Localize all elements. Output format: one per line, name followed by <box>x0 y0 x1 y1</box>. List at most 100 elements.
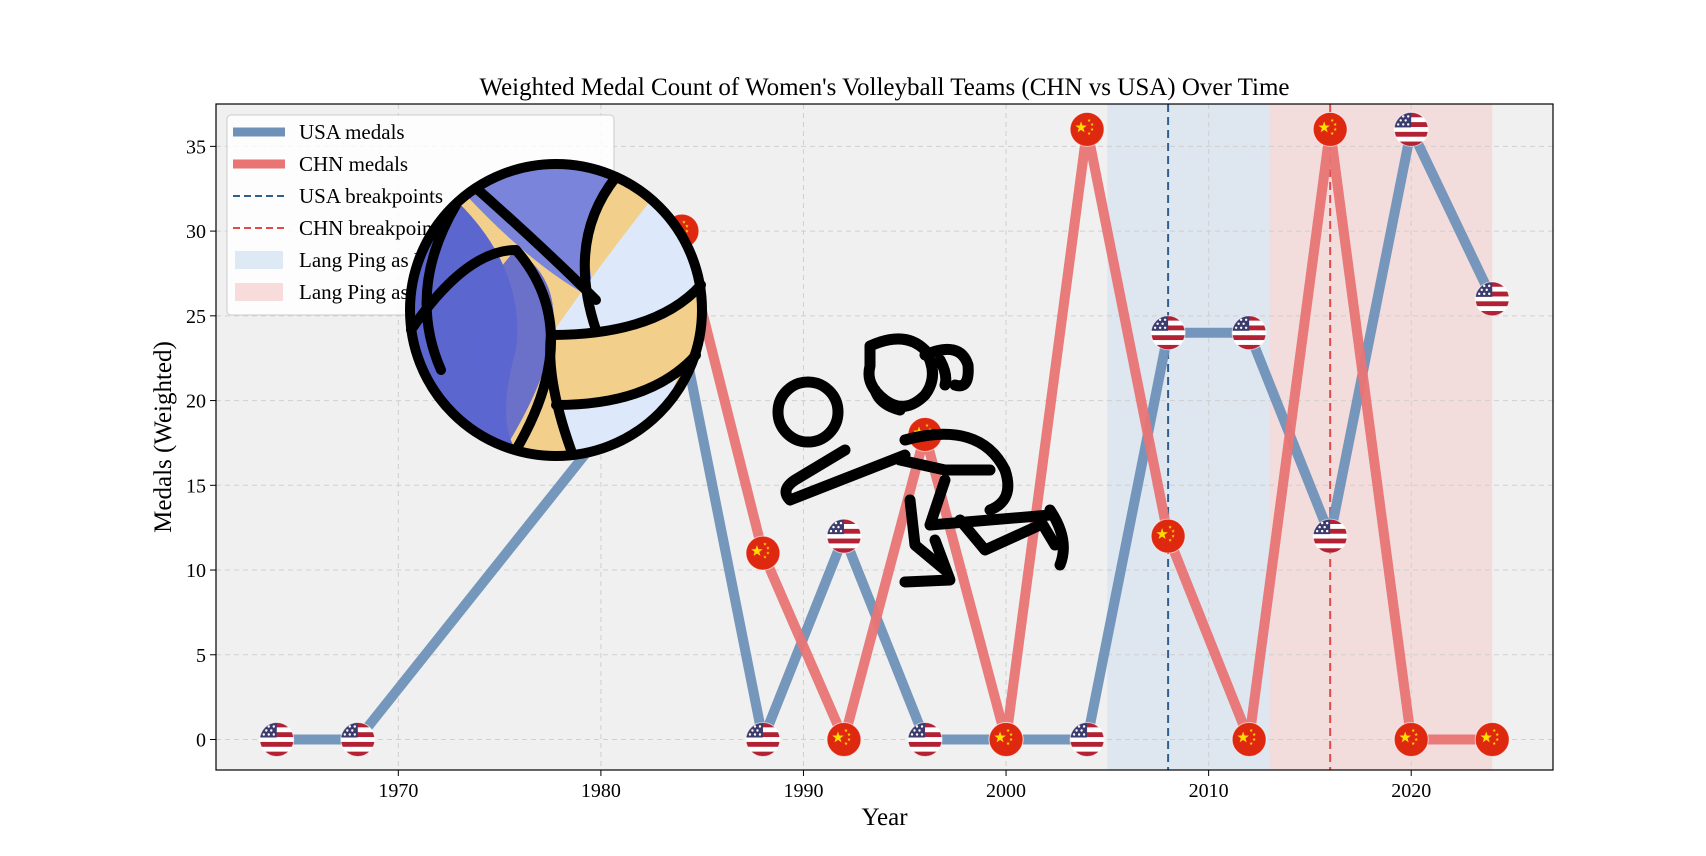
flag-small-star <box>847 732 851 736</box>
flag-star <box>1318 525 1321 529</box>
flag-small-star <box>1087 131 1091 135</box>
data-point-usa-flag <box>826 518 862 554</box>
y-tick-label: 25 <box>186 306 206 328</box>
flag-field <box>745 536 780 571</box>
flag-star <box>270 729 273 732</box>
flag-small-star <box>1168 525 1172 529</box>
marker-ring <box>1069 111 1105 147</box>
data-point-chn-flag <box>1069 111 1105 147</box>
flag-star <box>834 521 838 525</box>
flag-small-star <box>1249 741 1253 745</box>
data-point-usa-flag <box>1231 315 1267 351</box>
flag-stripe <box>1313 538 1348 544</box>
flag-field <box>826 722 861 757</box>
x-tick-label: 1980 <box>581 780 621 802</box>
flag-star <box>1239 326 1243 329</box>
flag-star <box>910 733 914 736</box>
flag-stripe <box>1394 136 1429 142</box>
marker-ring <box>745 721 781 757</box>
flag-star <box>1156 322 1159 325</box>
legend-label: CHN medals <box>299 152 408 176</box>
flag-small-star <box>1492 728 1496 732</box>
flag-stripe <box>908 746 943 752</box>
chn-flag-marker-icon <box>1151 519 1186 554</box>
flag-star <box>1077 733 1081 736</box>
flag-small-star <box>1252 737 1256 741</box>
flag-big-star <box>832 731 844 743</box>
flag-star <box>915 725 919 728</box>
flag-big-star <box>1399 731 1411 743</box>
flag-small-star <box>685 224 689 228</box>
chn-flag-marker-icon <box>1070 112 1105 147</box>
chn-flag-marker-icon <box>1394 722 1429 757</box>
flag-star <box>753 733 757 736</box>
flag-field <box>1151 519 1186 554</box>
flag-field <box>1313 112 1348 147</box>
flag-stripe <box>1151 330 1186 336</box>
flag-stripe <box>340 741 375 748</box>
flag-stripe <box>1151 335 1186 341</box>
flag-star <box>1483 292 1486 296</box>
flag-stripe <box>1232 340 1267 346</box>
flag-stripe <box>1070 737 1105 743</box>
data-point-usa-flag <box>259 721 295 757</box>
flag-field <box>1232 722 1267 757</box>
flag-small-star <box>1492 741 1496 745</box>
data-point-usa-flag <box>1150 315 1186 351</box>
marker-ring <box>1393 111 1429 147</box>
flag-small-star <box>1333 122 1337 126</box>
legend-label: CHN breakpoints <box>299 216 447 240</box>
marker-ring <box>907 721 943 757</box>
flag-star <box>1072 733 1076 736</box>
data-point-chn-flag <box>826 721 862 757</box>
flag-star <box>351 729 354 732</box>
flag-star <box>346 729 349 732</box>
flag-star <box>915 733 919 736</box>
chn-flag-marker-icon <box>745 536 780 571</box>
marker-ring <box>1231 721 1267 757</box>
chn-flag-marker-icon <box>1232 722 1267 757</box>
flag-stripe <box>340 737 375 743</box>
y-tick-label: 5 <box>196 645 206 667</box>
x-tick-label: 1970 <box>378 780 418 802</box>
data-point-chn-flag <box>1231 721 1267 757</box>
legend-label: USA medals <box>299 120 405 144</box>
flag-star <box>267 733 270 736</box>
data-point-usa-flag <box>1474 281 1510 317</box>
x-tick-label: 1990 <box>783 780 823 802</box>
flag-star <box>1483 284 1486 288</box>
flag-star <box>1485 288 1488 292</box>
coach-span-1 <box>1269 104 1493 770</box>
flag-stripe <box>745 741 780 748</box>
y-axis-title: Medals (Weighted) <box>150 341 177 533</box>
flag-small-star <box>766 551 770 555</box>
flag-stripe <box>1232 344 1267 350</box>
flag-star <box>1077 725 1081 728</box>
flag-star <box>1158 326 1162 329</box>
legend-swatch <box>235 251 283 269</box>
flag-small-star <box>1330 131 1334 135</box>
marker-ring <box>826 721 862 757</box>
chn-flag-marker-icon <box>1475 722 1510 757</box>
flag-star <box>758 733 762 736</box>
flag-big-star <box>1237 731 1249 743</box>
flag-stripe <box>1151 344 1186 350</box>
flag-small-star <box>1009 732 1013 736</box>
flag-star <box>829 529 833 533</box>
flag-stripe <box>1394 141 1429 147</box>
flag-stripe <box>1475 301 1510 307</box>
flag-star <box>839 529 843 533</box>
usa-flag-marker-icon <box>340 722 375 757</box>
flag-big-star <box>1480 731 1492 743</box>
flag-small-star <box>1252 732 1256 736</box>
flag-small-star <box>1249 728 1253 732</box>
flag-star <box>834 529 838 533</box>
flag-star <box>348 725 352 728</box>
flag-stripe <box>826 533 861 539</box>
marker-ring <box>826 518 862 554</box>
flag-field <box>1475 722 1510 757</box>
marker-ring <box>1474 721 1510 757</box>
volleyball-player-icon <box>772 333 1069 588</box>
flag-small-star <box>1411 741 1415 745</box>
